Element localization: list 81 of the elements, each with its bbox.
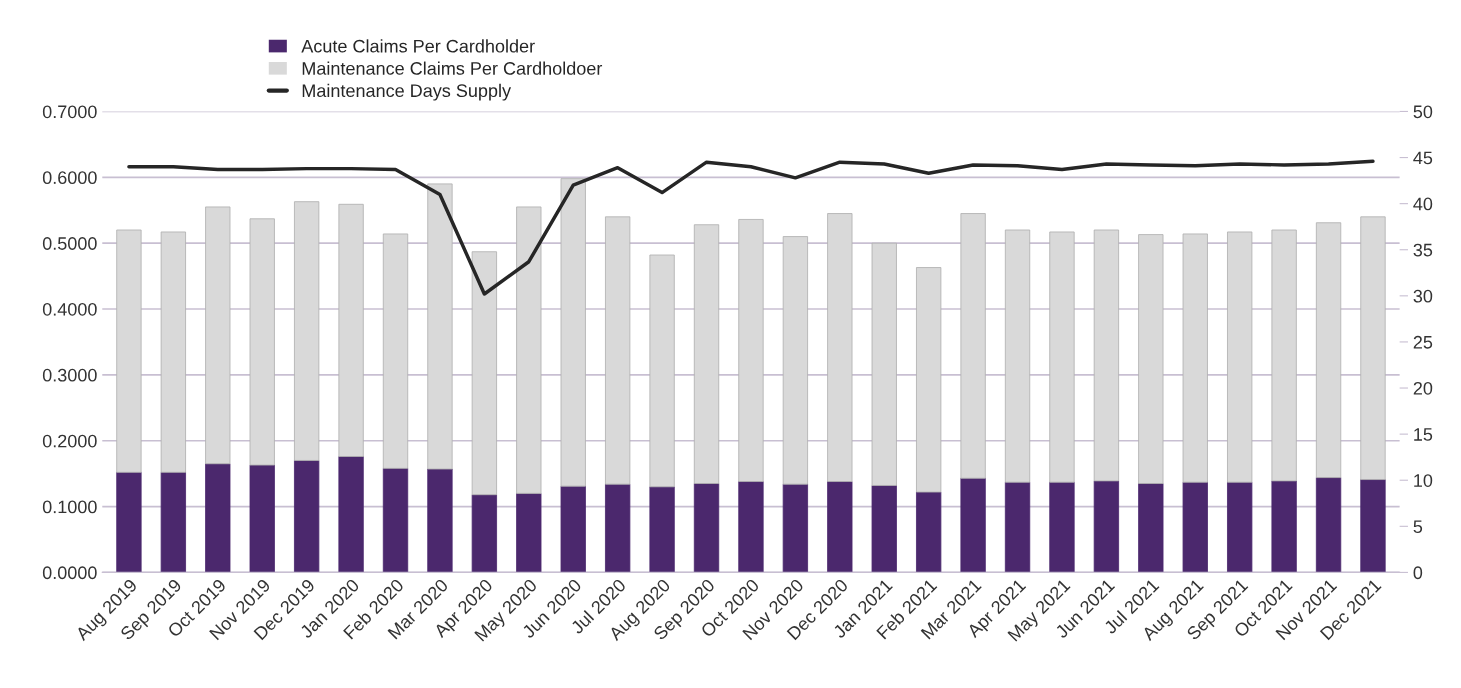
bar <box>693 224 720 484</box>
bar <box>1004 481 1031 573</box>
y2-tick-label: 30 <box>1413 289 1433 303</box>
y2-tick-label: 15 <box>1414 428 1433 441</box>
bar <box>871 242 897 486</box>
bar <box>382 233 409 469</box>
y2-tick-label: 5 <box>1413 520 1423 534</box>
legend-label: Acute Claims Per Cardholder <box>301 39 535 53</box>
bar <box>1138 483 1164 573</box>
y-tick-label: 0.4000 <box>42 302 97 316</box>
bar <box>1049 231 1075 483</box>
bar <box>1315 222 1342 479</box>
bar <box>205 206 231 465</box>
bar <box>782 236 809 485</box>
bar <box>471 494 498 573</box>
y2-tick-label: 50 <box>1413 105 1433 119</box>
bar <box>249 464 275 573</box>
bar <box>560 178 586 487</box>
bar <box>1182 233 1208 483</box>
bar <box>160 231 186 473</box>
bar <box>960 477 986 573</box>
y-tick-label: 0.2000 <box>42 434 97 448</box>
bar <box>649 254 675 488</box>
y-tick-label: 0.0000 <box>42 566 97 580</box>
bar <box>249 218 275 466</box>
bar <box>471 251 498 496</box>
bar <box>294 460 320 573</box>
bar <box>827 481 853 573</box>
y2-tick-label: 10 <box>1414 474 1433 487</box>
y2-tick-label: 25 <box>1413 335 1433 349</box>
bar <box>382 467 409 573</box>
bar <box>205 463 231 573</box>
bar <box>1049 481 1075 573</box>
bar <box>693 483 720 573</box>
bar <box>1138 234 1164 484</box>
bar <box>338 456 364 573</box>
bar <box>1004 229 1031 483</box>
y-tick-label: 0.6000 <box>42 171 97 185</box>
bar <box>116 229 142 473</box>
y2-tick-label: 0 <box>1413 566 1423 580</box>
bar <box>782 483 809 573</box>
bar <box>1360 479 1386 573</box>
line-series <box>127 159 1375 296</box>
bar <box>1093 480 1120 573</box>
bar <box>1182 481 1208 573</box>
bar <box>516 492 542 573</box>
bar <box>960 213 986 479</box>
bar <box>516 206 542 494</box>
y2-tick-label: 40 <box>1413 197 1433 211</box>
bar <box>738 481 764 573</box>
bar <box>1360 216 1386 480</box>
bar <box>160 471 186 573</box>
bar <box>916 491 942 573</box>
bar <box>1227 231 1253 483</box>
bar <box>560 485 586 573</box>
legend-label: Maintenance Claims Per Cardholdoer <box>302 61 603 75</box>
bar <box>116 471 142 573</box>
y-tick-label: 0.7000 <box>42 105 97 119</box>
bar <box>1315 477 1342 573</box>
bar <box>294 201 320 461</box>
bar <box>1271 229 1297 482</box>
bar <box>605 483 631 573</box>
bar <box>427 468 453 573</box>
y-tick-label: 0.1000 <box>42 500 97 514</box>
bar <box>1227 481 1253 573</box>
bar <box>649 486 675 573</box>
y-tick-label: 0.3000 <box>42 368 97 382</box>
bar <box>427 183 453 470</box>
bar <box>738 219 764 482</box>
bar <box>916 267 942 493</box>
bar <box>827 213 853 482</box>
legend-label: Maintenance Days Supply <box>302 83 512 101</box>
y-tick-label: 0.5000 <box>42 237 97 250</box>
bar <box>605 216 631 485</box>
y2-tick-label: 45 <box>1413 151 1433 165</box>
bar <box>1271 480 1297 573</box>
y2-tick-label: 35 <box>1413 243 1433 257</box>
y2-tick-label: 20 <box>1413 381 1433 395</box>
bar <box>1093 229 1120 482</box>
bar <box>871 485 897 573</box>
bar <box>338 203 364 457</box>
